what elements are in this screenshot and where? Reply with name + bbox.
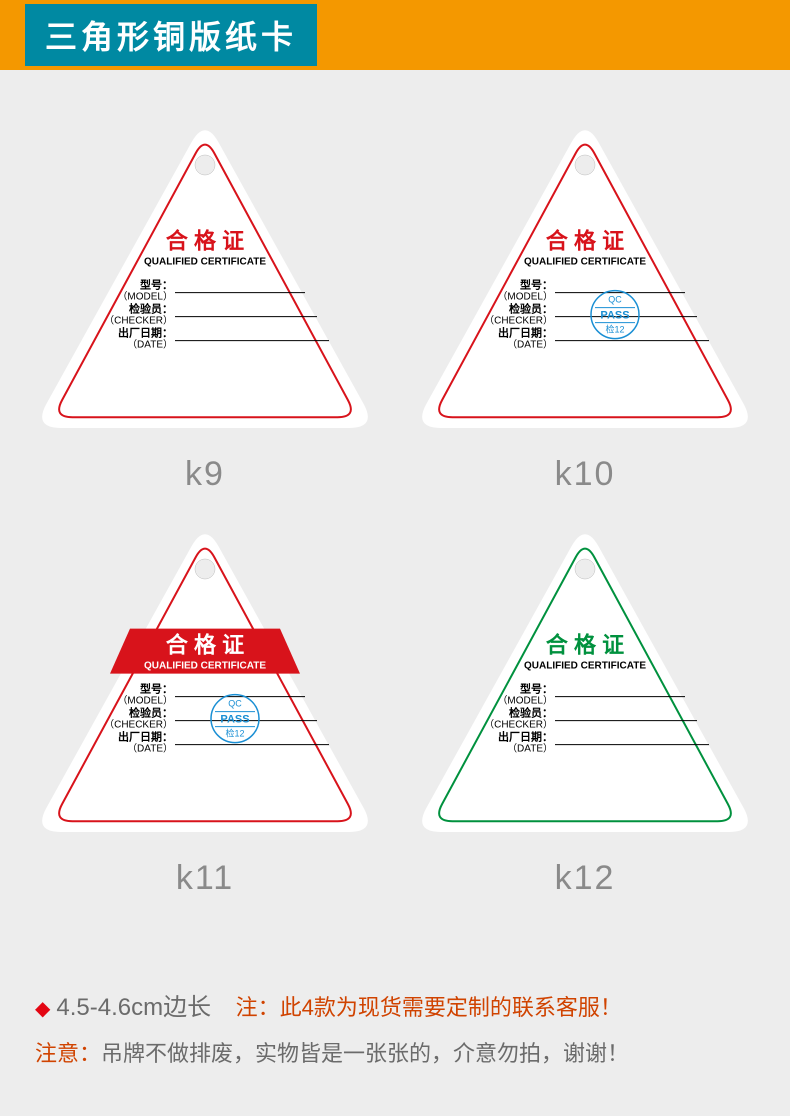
cell-k11: 合 格 证 QUALIFIED CERTIFICATE 型号： （MODEL） …	[20, 514, 390, 898]
diamond-icon: ◆	[35, 998, 50, 1020]
triangle-tag-k10: 合 格 证 QUALIFIED CERTIFICATE 型号： （MODEL） …	[405, 110, 765, 440]
svg-text:QUALIFIED CERTIFICATE: QUALIFIED CERTIFICATE	[524, 661, 646, 672]
warn-text: 吊牌不做排废，实物皆是一张张的，介意勿拍，谢谢！	[101, 1041, 629, 1066]
tag-label-k9: k9	[185, 455, 225, 494]
svg-text:出厂日期：: 出厂日期：	[118, 730, 173, 744]
svg-text:（CHECKER）: （CHECKER）	[484, 719, 553, 731]
svg-text:（MODEL）: （MODEL）	[117, 695, 173, 707]
svg-text:QUALIFIED CERTIFICATE: QUALIFIED CERTIFICATE	[144, 257, 266, 268]
svg-text:型号：: 型号：	[520, 278, 553, 292]
svg-text:检验员：: 检验员：	[129, 706, 173, 720]
svg-text:PASS: PASS	[220, 714, 249, 726]
svg-text:型号：: 型号：	[140, 682, 173, 696]
svg-text:（CHECKER）: （CHECKER）	[104, 315, 173, 327]
footnote-line1: ◆ 4.5-4.6cm边长 注：此4款为现货需要定制的联系客服！	[35, 984, 755, 1032]
svg-text:（DATE）: （DATE）	[127, 339, 173, 351]
tag-grid: 合 格 证 QUALIFIED CERTIFICATE 型号： （MODEL） …	[0, 70, 790, 918]
note1-text: 此4款为现货需要定制的联系客服！	[280, 995, 622, 1020]
svg-text:（DATE）: （DATE）	[127, 743, 173, 755]
svg-text:（MODEL）: （MODEL）	[497, 695, 553, 707]
cell-k10: 合 格 证 QUALIFIED CERTIFICATE 型号： （MODEL） …	[400, 110, 770, 494]
svg-text:检12: 检12	[605, 324, 624, 335]
svg-text:（CHECKER）: （CHECKER）	[484, 315, 553, 327]
title-bar: 三角形铜版纸卡	[0, 0, 790, 70]
tag-label-k10: k10	[555, 455, 616, 494]
svg-text:型号：: 型号：	[520, 682, 553, 696]
footnote: ◆ 4.5-4.6cm边长 注：此4款为现货需要定制的联系客服！ 注意：吊牌不做排…	[35, 984, 755, 1076]
svg-text:检验员：: 检验员：	[509, 302, 553, 316]
warn-label: 注意：	[35, 1041, 101, 1066]
svg-text:QC: QC	[608, 295, 622, 305]
svg-text:QC: QC	[228, 699, 242, 709]
svg-text:出厂日期：: 出厂日期：	[498, 730, 553, 744]
tag-label-k12: k12	[555, 859, 616, 898]
svg-text:检12: 检12	[225, 728, 244, 739]
tag-label-k11: k11	[176, 859, 234, 898]
svg-text:PASS: PASS	[600, 310, 629, 322]
page-title: 三角形铜版纸卡	[25, 4, 317, 66]
footnote-line2: 注意：吊牌不做排废，实物皆是一张张的，介意勿拍，谢谢！	[35, 1032, 755, 1076]
svg-text:QUALIFIED CERTIFICATE: QUALIFIED CERTIFICATE	[524, 257, 646, 268]
svg-text:检验员：: 检验员：	[509, 706, 553, 720]
svg-text:合 格 证: 合 格 证	[166, 633, 244, 658]
triangle-tag-k9: 合 格 证 QUALIFIED CERTIFICATE 型号： （MODEL） …	[25, 110, 385, 440]
svg-text:（MODEL）: （MODEL）	[117, 291, 173, 303]
svg-text:（CHECKER）: （CHECKER）	[104, 719, 173, 731]
note1-label: 注：	[236, 995, 280, 1020]
cell-k9: 合 格 证 QUALIFIED CERTIFICATE 型号： （MODEL） …	[20, 110, 390, 494]
svg-text:出厂日期：: 出厂日期：	[498, 326, 553, 340]
svg-text:（DATE）: （DATE）	[507, 743, 553, 755]
svg-text:（MODEL）: （MODEL）	[497, 291, 553, 303]
svg-text:型号：: 型号：	[140, 278, 173, 292]
svg-text:合 格 证: 合 格 证	[546, 229, 624, 254]
triangle-tag-k12: 合 格 证 QUALIFIED CERTIFICATE 型号： （MODEL） …	[405, 514, 765, 844]
triangle-tag-k11: 合 格 证 QUALIFIED CERTIFICATE 型号： （MODEL） …	[25, 514, 385, 844]
svg-text:检验员：: 检验员：	[129, 302, 173, 316]
svg-text:合 格 证: 合 格 证	[546, 633, 624, 658]
cell-k12: 合 格 证 QUALIFIED CERTIFICATE 型号： （MODEL） …	[400, 514, 770, 898]
svg-text:QUALIFIED CERTIFICATE: QUALIFIED CERTIFICATE	[144, 661, 266, 672]
svg-text:（DATE）: （DATE）	[507, 339, 553, 351]
size-info: 4.5-4.6cm边长	[56, 994, 211, 1021]
svg-text:合 格 证: 合 格 证	[166, 229, 244, 254]
svg-text:出厂日期：: 出厂日期：	[118, 326, 173, 340]
